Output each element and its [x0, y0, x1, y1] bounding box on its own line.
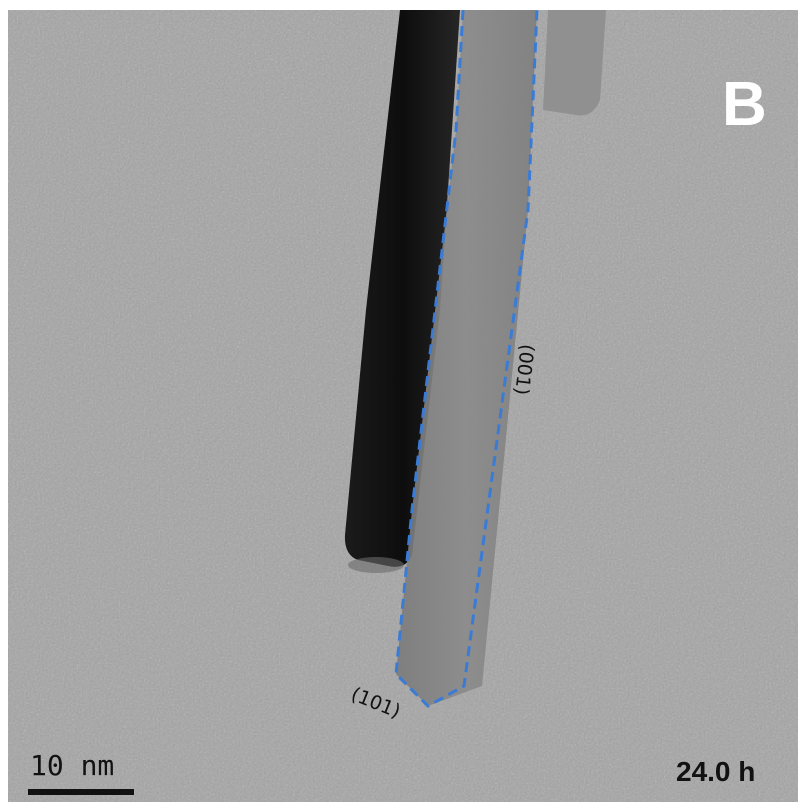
- facet-outline: [394, 10, 539, 708]
- scale-bar: [28, 789, 134, 795]
- nanorod-faint: [543, 10, 606, 116]
- nanorod-outlined: [396, 10, 537, 706]
- micrograph-image: [8, 10, 798, 802]
- panel-letter: B: [722, 70, 767, 139]
- tem-micrograph: B: [8, 10, 798, 802]
- facet-label-side: (001): [510, 342, 539, 397]
- scale-bar-label: 10 nm: [30, 749, 115, 782]
- time-label: 24.0 h: [676, 756, 756, 787]
- nanorod-dark-shadow: [348, 557, 404, 573]
- nanorod-dark: [344, 10, 460, 567]
